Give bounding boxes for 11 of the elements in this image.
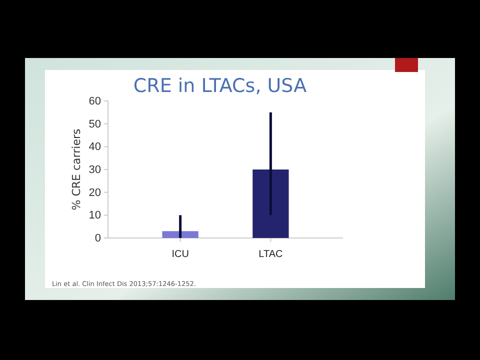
x-tick-label: LTAC xyxy=(258,249,283,260)
y-tick-label: 10 xyxy=(88,210,101,222)
y-tick-label: 50 xyxy=(88,118,101,130)
y-tick-label: 40 xyxy=(88,141,101,154)
y-tick-label: 60 xyxy=(88,96,101,108)
y-axis-title: % CRE carriers xyxy=(70,128,83,210)
x-tick-label: ICU xyxy=(172,249,189,260)
y-tick-label: 20 xyxy=(88,186,101,199)
y-tick-label: 0 xyxy=(94,232,101,245)
chart-title: CRE in LTACs, USA xyxy=(133,75,307,97)
y-tick-label: 30 xyxy=(88,164,101,176)
